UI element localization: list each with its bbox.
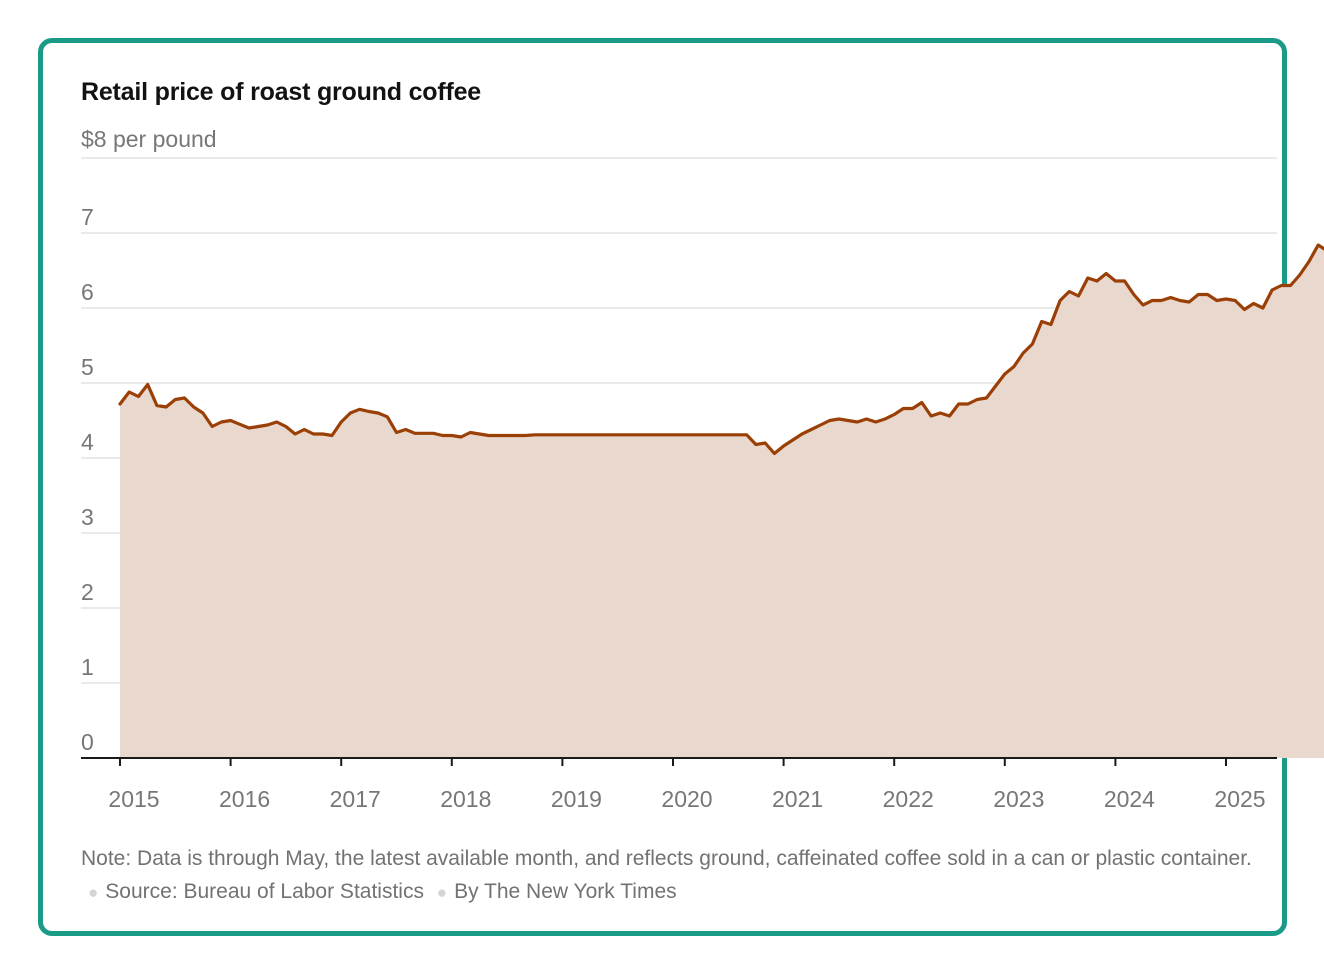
y-axis-top-label: $8 per pound — [81, 126, 217, 152]
footnote: Note: Data is through May, the latest av… — [81, 842, 1281, 909]
y-tick-labels: 0 1 2 3 4 5 6 7 $8 per pound — [81, 126, 217, 755]
price-area — [120, 245, 1324, 758]
x-tick-label: 2021 — [772, 786, 823, 812]
y-tick-label: 4 — [81, 429, 94, 455]
separator-dot: ● — [88, 883, 99, 902]
footnote-note: Note: Data is through May, the latest av… — [81, 847, 1252, 870]
x-tick-label: 2015 — [108, 786, 159, 812]
y-tick-label: 0 — [81, 729, 94, 755]
footnote-byline: By The New York Times — [454, 880, 677, 903]
x-tick-label: 2025 — [1214, 786, 1265, 812]
footnote-source: Source: Bureau of Labor Statistics — [105, 880, 424, 903]
y-tick-label: 1 — [81, 654, 94, 680]
price-line — [118, 243, 1324, 456]
x-tick-label: 2018 — [440, 786, 491, 812]
chart-title: Retail price of roast ground coffee — [81, 78, 482, 106]
x-tick-label: 2019 — [551, 786, 602, 812]
y-tick-label: 6 — [81, 279, 94, 305]
x-tick-label: 2017 — [330, 786, 381, 812]
x-tick-label: 2022 — [883, 786, 934, 812]
y-tick-label: 5 — [81, 354, 94, 380]
y-tick-label: 2 — [81, 579, 94, 605]
x-tick-label: 2020 — [661, 786, 712, 812]
y-tick-label: 3 — [81, 504, 94, 530]
x-axis-ticks: 2015 2016 2017 2018 2019 2020 2021 2022 2023 2024… — [108, 758, 1266, 812]
x-tick-label: 2023 — [993, 786, 1044, 812]
x-tick-label: 2024 — [1104, 786, 1155, 812]
x-tick-label: 2016 — [219, 786, 270, 812]
y-tick-label: 7 — [81, 204, 94, 230]
separator-dot: ● — [436, 883, 448, 902]
